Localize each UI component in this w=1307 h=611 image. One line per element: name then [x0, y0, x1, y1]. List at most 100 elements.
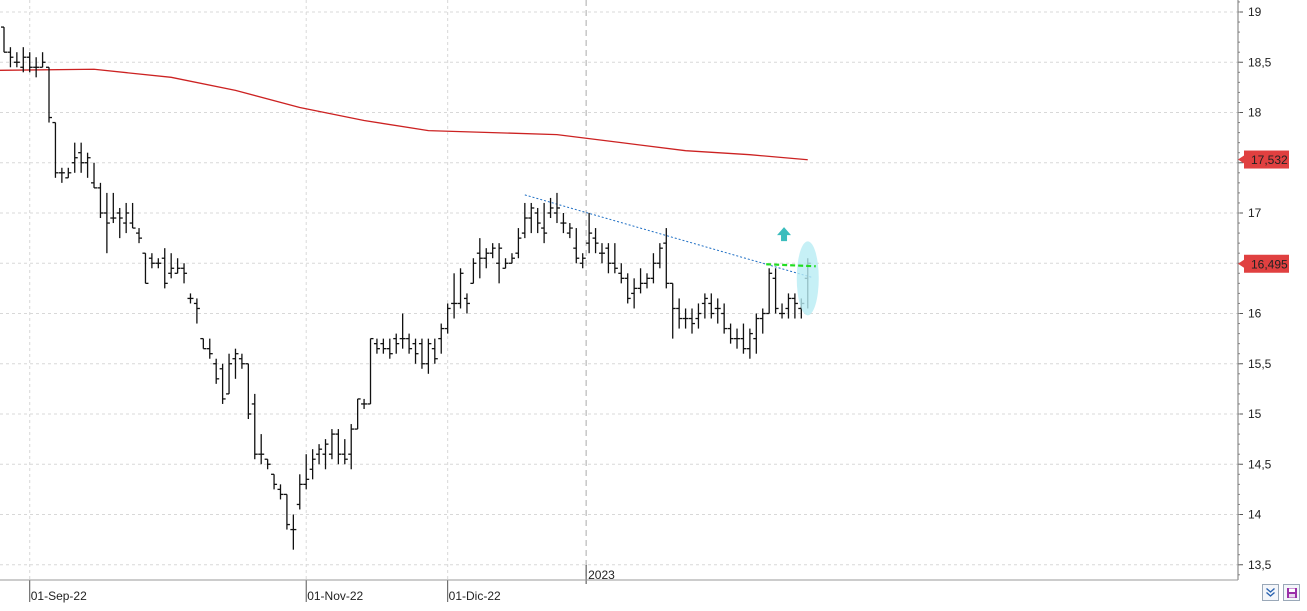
ohlc-bar: [238, 353, 245, 369]
ohlc-bar: [129, 202, 136, 229]
ohlc-bar: [515, 228, 522, 259]
ohlc-bar: [52, 121, 59, 178]
ohlc-bar: [444, 303, 451, 334]
ohlc-bar: [637, 268, 644, 294]
ohlc-bar: [206, 338, 213, 359]
ohlc-bar: [168, 253, 175, 279]
moving-average-path: [0, 68, 808, 161]
ohlc-bar: [605, 243, 612, 274]
ohlc-bar: [97, 182, 104, 219]
ohlc-bar: [103, 192, 110, 254]
ohlc-bar: [650, 253, 657, 284]
ohlc-bar: [772, 268, 779, 314]
ohlc-bar: [463, 293, 470, 314]
ohlc-bar: [624, 273, 631, 304]
ohlc-bar: [219, 363, 226, 404]
ohlc-bar: [476, 238, 483, 279]
ohlc-bar: [457, 268, 464, 309]
trendline: [524, 194, 812, 278]
ohlc-bar: [406, 333, 413, 354]
ohlc-bar: [746, 328, 753, 359]
ohlc-bar: [58, 167, 65, 183]
ohlc-bar: [226, 353, 233, 395]
up-arrow-icon: [777, 227, 792, 242]
ohlc-bar: [470, 258, 477, 285]
ohlc-bar: [13, 52, 20, 68]
y-tick-label: 16: [1248, 307, 1262, 321]
x-tick-label: 01-Nov-22: [307, 589, 363, 603]
ohlc-bar: [541, 202, 548, 244]
ohlc-bar: [393, 333, 400, 354]
ohlc-bar: [553, 192, 560, 224]
ohlc-bar: [316, 444, 323, 465]
ohlc-bar: [142, 252, 149, 285]
ohlc-bar: [489, 243, 496, 259]
ohlc-bar: [631, 278, 638, 309]
ohlc-bar: [193, 298, 200, 324]
badge-pointer: [1238, 155, 1244, 164]
ohlc-bar: [682, 308, 689, 329]
year-marker-label: 2023: [588, 568, 615, 582]
moving-average-value: 17,532: [1251, 153, 1288, 167]
ohlc-bar: [721, 303, 728, 334]
resistance-trendline: [524, 194, 812, 278]
ohlc-bar: [91, 162, 98, 189]
ohlc-bar: [708, 293, 715, 319]
ohlc-bar: [418, 338, 425, 369]
ohlc-bar: [328, 429, 335, 460]
ohlc-bar: [161, 248, 168, 289]
ohlc-bar: [46, 66, 53, 123]
ohlc-bar: [521, 202, 528, 239]
ohlc-bar: [669, 282, 676, 339]
ohlc-bar: [676, 298, 683, 329]
last-price-badge: [1244, 254, 1289, 273]
highlight-ellipse: [796, 241, 819, 316]
ohlc-bar: [560, 213, 567, 234]
save-button[interactable]: [1283, 584, 1300, 601]
ohlc-bar: [734, 328, 741, 349]
ohlc-bar: [412, 338, 419, 364]
ohlc-bar: [367, 337, 374, 405]
ohlc-bar: [573, 228, 580, 264]
ohlc-bar: [451, 273, 458, 319]
ohlc-bar: [348, 424, 355, 470]
ohlc-bar: [116, 207, 123, 239]
ohlc-bar: [753, 313, 760, 354]
ohlc-bar: [785, 293, 792, 319]
ohlc-bar: [528, 202, 535, 234]
ohlc-bar: [740, 323, 747, 354]
ohlc-bar: [264, 458, 271, 470]
ohlc-bar: [373, 338, 380, 354]
ohlc-bar: [791, 293, 798, 319]
ohlc-bar: [759, 308, 766, 334]
ohlc-bar: [592, 228, 599, 254]
badge-pointer: [1238, 259, 1244, 268]
ohlc-bar: [695, 303, 702, 329]
year-divider: 2023: [585, 0, 615, 584]
ohlc-bar: [309, 449, 316, 480]
grid: [0, 0, 1238, 580]
y-tick-label: 18: [1248, 106, 1262, 120]
ohlc-bar: [380, 338, 387, 354]
ohlc-bar: [155, 258, 162, 269]
ohlc-bar: [213, 358, 220, 384]
y-tick-label: 18,5: [1248, 55, 1272, 69]
ohlc-bar: [354, 398, 361, 430]
ohlc-bar: [727, 323, 734, 344]
ohlc-bar: [618, 263, 625, 284]
ohlc-bar: [644, 273, 650, 289]
support-line: [766, 263, 816, 268]
ohlc-bar: [361, 398, 368, 409]
ohlc-bar: [534, 207, 541, 234]
ohlc-bar: [245, 363, 252, 420]
ohlc-bar: [283, 493, 290, 530]
annotations: [766, 227, 819, 316]
ohlc-bar: [303, 454, 310, 490]
ohlc-bar: [26, 52, 33, 73]
ohlc-bar: [110, 192, 117, 224]
collapse-button[interactable]: [1262, 584, 1279, 601]
ohlc-bar: [78, 142, 85, 173]
ohlc-bar: [123, 202, 130, 234]
ohlc-bar: [766, 268, 773, 315]
y-tick-label: 15: [1248, 407, 1262, 421]
